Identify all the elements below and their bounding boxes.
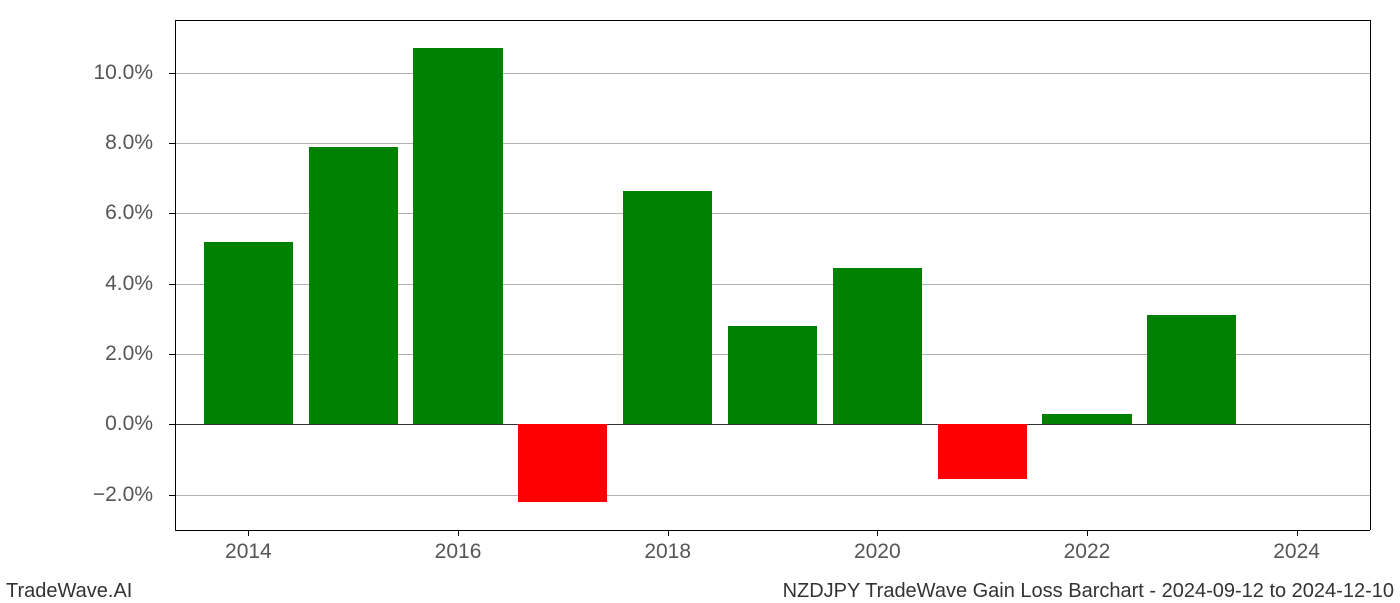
bar [1042,414,1131,425]
bar [623,191,712,425]
x-tick-label: 2018 [644,540,691,564]
y-tick-label: 2.0% [105,342,153,366]
x-tick-label: 2020 [854,540,901,564]
bar [309,147,398,425]
bar [1147,315,1236,424]
bar [413,48,502,424]
y-tick-label: −2.0% [93,483,153,507]
y-tick-label: 8.0% [105,131,153,155]
plot-area: −2.0%0.0%2.0%4.0%6.0%8.0%10.0%2014201620… [175,20,1370,530]
spine [175,530,1370,531]
x-tick-label: 2024 [1273,540,1320,564]
bar [728,326,817,424]
zero-line [175,424,1370,425]
x-tick-label: 2014 [225,540,272,564]
spine [175,20,1370,21]
y-tick-label: 6.0% [105,201,153,225]
gridline [175,143,1370,144]
x-tick-label: 2022 [1064,540,1111,564]
spine [1370,20,1371,530]
y-tick-label: 4.0% [105,272,153,296]
gridline [175,73,1370,74]
bar [833,268,922,425]
bar [938,424,1027,479]
y-tick-label: 0.0% [105,412,153,436]
gain-loss-barchart: −2.0% 0.0% 2.0% 4.0% 6.0% 8.0% 10.0% 2014 2016 20… [0,0,1400,600]
gridline [175,495,1370,496]
bar [518,424,607,501]
spine [175,20,176,530]
y-tick-label: 10.0% [93,61,153,85]
x-tick-label: 2016 [435,540,482,564]
bar [204,242,293,425]
